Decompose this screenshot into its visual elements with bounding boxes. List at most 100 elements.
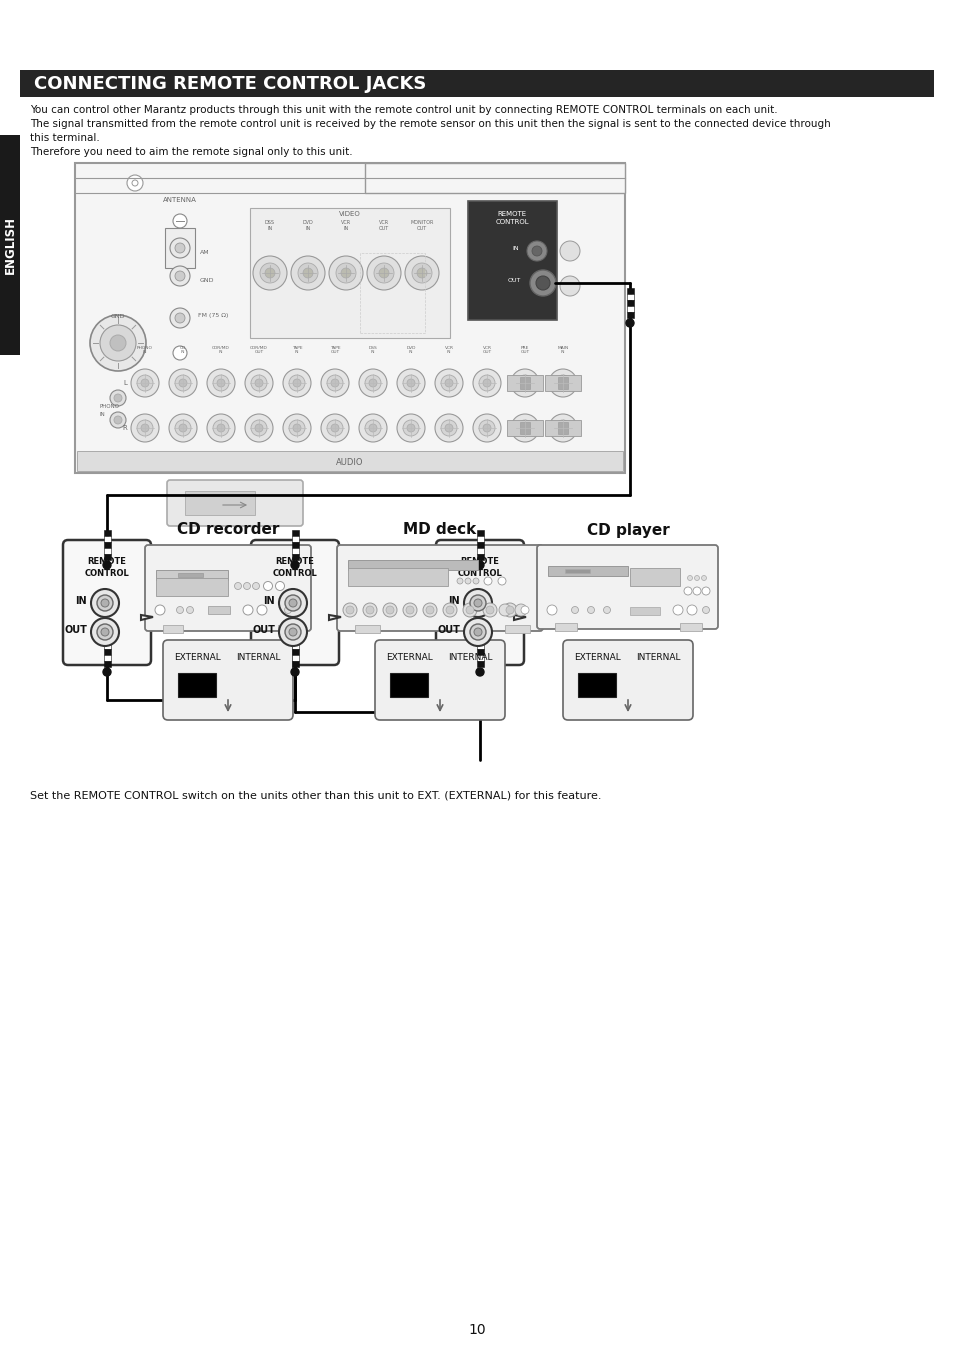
Text: CD
IN: CD IN bbox=[180, 346, 186, 354]
Circle shape bbox=[90, 315, 146, 372]
FancyBboxPatch shape bbox=[250, 208, 450, 338]
Circle shape bbox=[260, 263, 280, 282]
Circle shape bbox=[517, 420, 533, 436]
Circle shape bbox=[463, 589, 492, 617]
Circle shape bbox=[234, 582, 241, 589]
Bar bbox=[476, 661, 483, 667]
Polygon shape bbox=[329, 615, 340, 620]
Circle shape bbox=[213, 376, 229, 390]
Bar bbox=[292, 661, 298, 667]
Circle shape bbox=[101, 628, 109, 636]
Text: TAPE
OUT: TAPE OUT bbox=[330, 346, 340, 354]
Circle shape bbox=[422, 603, 436, 617]
Text: INTERNAL: INTERNAL bbox=[447, 653, 492, 662]
Text: PHONO
IN: PHONO IN bbox=[137, 346, 152, 354]
Circle shape bbox=[520, 380, 529, 386]
Circle shape bbox=[186, 607, 193, 613]
Text: REMOTE: REMOTE bbox=[460, 557, 499, 566]
Circle shape bbox=[245, 369, 273, 397]
Bar bbox=[365, 163, 624, 193]
Circle shape bbox=[289, 376, 305, 390]
Circle shape bbox=[482, 603, 497, 617]
FancyBboxPatch shape bbox=[375, 640, 504, 720]
Circle shape bbox=[263, 581, 273, 590]
Text: ENGLISH: ENGLISH bbox=[4, 216, 16, 274]
Circle shape bbox=[482, 424, 491, 432]
Bar bbox=[547, 566, 627, 576]
Bar bbox=[292, 542, 298, 549]
Text: GND: GND bbox=[111, 313, 125, 319]
Circle shape bbox=[485, 607, 494, 613]
Circle shape bbox=[141, 380, 149, 386]
Text: VCR
IN: VCR IN bbox=[444, 346, 453, 354]
Bar bbox=[629, 607, 659, 615]
Text: REMOTE: REMOTE bbox=[275, 557, 314, 566]
Bar bbox=[626, 305, 634, 312]
FancyBboxPatch shape bbox=[63, 540, 151, 665]
Text: CDR/MD
IN: CDR/MD IN bbox=[212, 346, 230, 354]
Circle shape bbox=[335, 263, 355, 282]
Bar bbox=[185, 490, 254, 515]
Circle shape bbox=[482, 380, 491, 386]
Circle shape bbox=[127, 176, 143, 190]
Circle shape bbox=[174, 243, 185, 253]
Circle shape bbox=[412, 263, 432, 282]
Circle shape bbox=[320, 413, 349, 442]
Circle shape bbox=[687, 576, 692, 581]
Bar bbox=[476, 536, 483, 542]
Text: EXTERNAL: EXTERNAL bbox=[174, 653, 221, 662]
Text: AM: AM bbox=[200, 250, 210, 255]
Circle shape bbox=[402, 376, 418, 390]
Circle shape bbox=[216, 380, 225, 386]
Circle shape bbox=[603, 607, 610, 613]
Circle shape bbox=[407, 380, 415, 386]
Text: OUT: OUT bbox=[436, 626, 459, 635]
Bar bbox=[355, 626, 379, 634]
Circle shape bbox=[110, 335, 126, 351]
Circle shape bbox=[396, 413, 424, 442]
Circle shape bbox=[555, 420, 571, 436]
Circle shape bbox=[275, 581, 284, 590]
Circle shape bbox=[169, 369, 196, 397]
Circle shape bbox=[284, 607, 292, 613]
Circle shape bbox=[358, 369, 387, 397]
Bar bbox=[558, 422, 567, 434]
Circle shape bbox=[179, 424, 187, 432]
Bar bbox=[277, 626, 297, 634]
Circle shape bbox=[207, 369, 234, 397]
Text: VCR
IN: VCR IN bbox=[340, 220, 351, 231]
Circle shape bbox=[291, 667, 298, 676]
Circle shape bbox=[293, 424, 301, 432]
Circle shape bbox=[154, 605, 165, 615]
Circle shape bbox=[254, 424, 263, 432]
Circle shape bbox=[367, 255, 400, 290]
Text: EXTERNAL: EXTERNAL bbox=[574, 653, 620, 662]
Text: PHONO: PHONO bbox=[100, 404, 120, 409]
Bar bbox=[476, 643, 483, 648]
Bar bbox=[555, 623, 577, 631]
Circle shape bbox=[405, 255, 438, 290]
FancyBboxPatch shape bbox=[468, 201, 557, 320]
Circle shape bbox=[511, 413, 538, 442]
Bar bbox=[104, 655, 111, 661]
Circle shape bbox=[213, 420, 229, 436]
Circle shape bbox=[256, 605, 267, 615]
Text: REMOTE: REMOTE bbox=[88, 557, 127, 566]
Text: MAIN
IN: MAIN IN bbox=[557, 346, 568, 354]
Circle shape bbox=[520, 424, 529, 432]
Circle shape bbox=[243, 582, 251, 589]
Circle shape bbox=[498, 604, 511, 616]
Text: MONITOR
OUT: MONITOR OUT bbox=[410, 220, 434, 231]
Circle shape bbox=[463, 617, 492, 646]
Circle shape bbox=[694, 576, 699, 581]
Circle shape bbox=[174, 420, 191, 436]
Circle shape bbox=[285, 594, 301, 611]
Circle shape bbox=[559, 276, 579, 296]
Circle shape bbox=[253, 582, 259, 589]
Text: EXTERNAL: EXTERNAL bbox=[386, 653, 433, 662]
Bar bbox=[292, 536, 298, 542]
Circle shape bbox=[113, 394, 122, 403]
Circle shape bbox=[91, 617, 119, 646]
Circle shape bbox=[502, 603, 517, 617]
Text: DSS
IN: DSS IN bbox=[265, 220, 274, 231]
